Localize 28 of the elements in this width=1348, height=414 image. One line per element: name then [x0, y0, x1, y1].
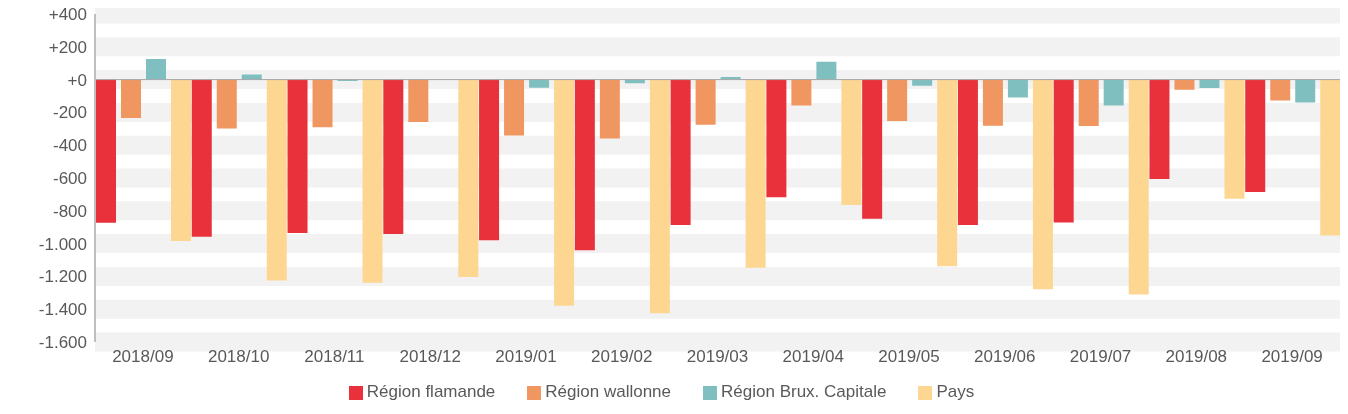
x-tick-label: 2019/03 — [686, 347, 749, 367]
y-tick-label: -1.200 — [38, 267, 87, 287]
y-tick-label: -400 — [52, 136, 87, 156]
x-tick-label: 2018/11 — [304, 347, 365, 367]
x-tick-label: 2018/09 — [112, 347, 174, 367]
x-tick-label: 2019/06 — [974, 347, 1036, 367]
legend-label: Région wallonne — [545, 382, 672, 401]
x-tick-label: 2019/01 — [495, 347, 557, 367]
x-tick-label: 2019/04 — [782, 347, 844, 367]
x-tick-label: 2018/10 — [207, 347, 270, 367]
y-tick-label: -200 — [52, 103, 87, 123]
y-tick-label: -800 — [52, 201, 87, 221]
y-tick-label: -1.400 — [38, 300, 87, 320]
x-tick-label: 2019/09 — [1261, 347, 1323, 367]
x-tick-label: 2019/05 — [878, 347, 940, 367]
x-tick-label: 2019/08 — [1165, 347, 1228, 367]
x-tick-label: 2019/02 — [591, 347, 653, 367]
x-tick-label: 2019/07 — [1069, 347, 1132, 367]
y-tick-label: -600 — [52, 169, 87, 189]
y-tick-label: +0 — [67, 70, 87, 90]
legend-label: Pays — [936, 382, 975, 401]
y-tick-label: -1.000 — [38, 234, 87, 254]
y-tick-label: -1.600 — [38, 333, 87, 353]
legend-label: Région flamande — [366, 382, 496, 401]
legend-label: Région Brux. Capitale — [721, 382, 887, 401]
y-tick-label: +400 — [48, 5, 87, 25]
y-tick-label: +200 — [48, 37, 87, 57]
x-tick-label: 2018/12 — [399, 347, 461, 367]
